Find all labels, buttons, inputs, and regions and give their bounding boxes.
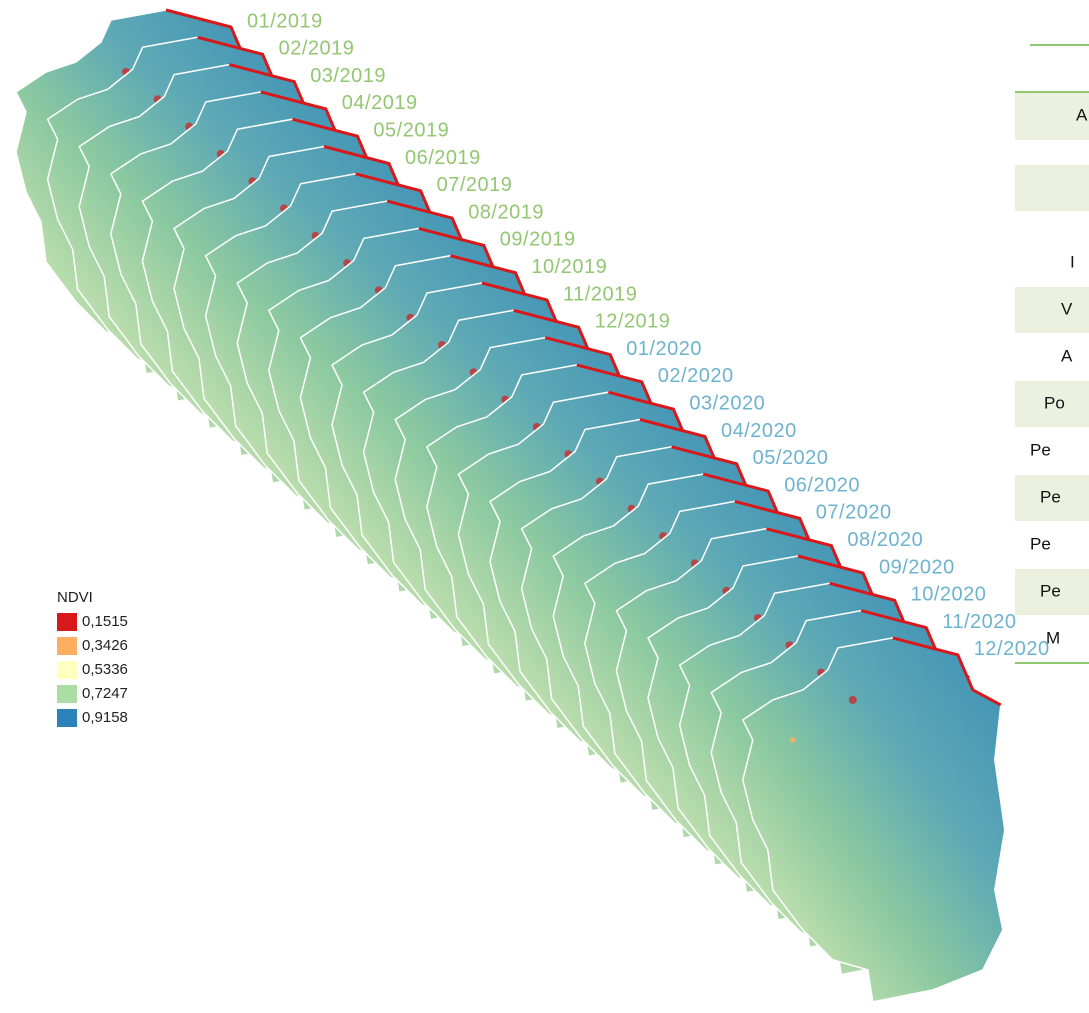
map-patch — [790, 737, 796, 743]
table-cell: Pe — [1030, 534, 1051, 553]
date-label: 04/2019 — [342, 92, 418, 114]
table-cell: Pe — [1040, 487, 1061, 506]
legend-swatch — [57, 661, 77, 679]
legend-swatch — [57, 709, 77, 727]
date-label: 02/2019 — [279, 38, 355, 60]
legend: NDVI 0,1515 0,3426 0,5336 0,7247 0,9158 — [57, 589, 128, 727]
date-label: 06/2020 — [784, 474, 860, 496]
table-row-band — [1015, 287, 1089, 333]
date-label: 09/2020 — [879, 556, 955, 578]
table-cell: Pe — [1040, 581, 1061, 600]
date-label: 11/2020 — [942, 611, 1016, 633]
table-cell: M — [1046, 628, 1060, 647]
date-label: 09/2019 — [500, 229, 576, 251]
map-patch — [849, 696, 857, 704]
date-label: 08/2020 — [847, 529, 923, 551]
table-cell: A — [1076, 105, 1088, 124]
table-cell: A — [1061, 346, 1073, 365]
date-label: 02/2020 — [658, 365, 734, 387]
date-label: 06/2019 — [405, 147, 481, 169]
date-label: 04/2020 — [721, 420, 797, 442]
legend-label: 0,7247 — [82, 685, 128, 702]
date-label: 10/2020 — [911, 584, 987, 606]
date-label: 01/2019 — [247, 10, 323, 32]
date-label: 03/2019 — [310, 65, 386, 87]
date-label: 05/2019 — [373, 119, 449, 141]
legend-label: 0,1515 — [82, 613, 128, 630]
table-cell: I — [1070, 252, 1075, 271]
date-label: 05/2020 — [753, 447, 829, 469]
legend-label: 0,5336 — [82, 661, 128, 678]
date-label: 11/2019 — [563, 283, 637, 305]
date-label: 01/2020 — [626, 338, 702, 360]
table: A I V A Po Pe Pe Pe Pe M — [1015, 45, 1089, 663]
legend-swatch — [57, 637, 77, 655]
date-label: 08/2019 — [468, 201, 544, 223]
legend-swatch — [57, 613, 77, 631]
table-row-band — [1015, 165, 1089, 211]
page: 01/2019 02/2019 03/2019 04/2019 05/2019 06/20… — [0, 0, 1089, 1013]
date-label: 07/2019 — [437, 174, 513, 196]
legend-label: 0,9158 — [82, 709, 128, 726]
table-cell: Po — [1044, 393, 1065, 412]
legend-title: NDVI — [57, 589, 93, 606]
date-label: 07/2020 — [816, 502, 892, 524]
legend-label: 0,3426 — [82, 637, 128, 654]
table-cell: V — [1061, 299, 1073, 318]
date-label: 03/2020 — [689, 392, 765, 414]
date-label: 10/2019 — [531, 256, 607, 278]
table-cell: Pe — [1030, 440, 1051, 459]
date-label: 12/2019 — [595, 311, 671, 333]
legend-swatch — [57, 685, 77, 703]
date-label: 12/2020 — [974, 638, 1050, 660]
